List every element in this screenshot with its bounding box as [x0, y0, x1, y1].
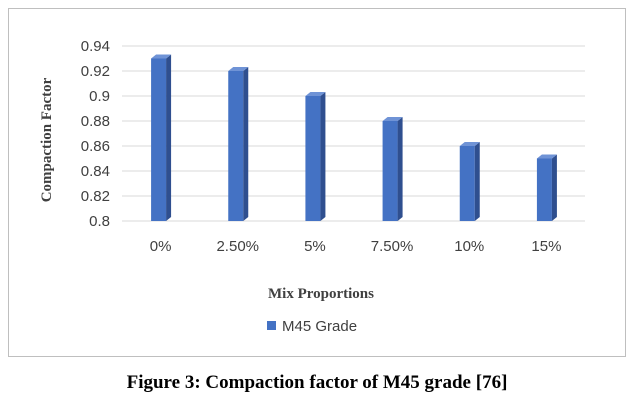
bar-top: [151, 54, 172, 59]
bar-top: [536, 154, 557, 159]
y-tick-label: 0.88: [81, 113, 110, 130]
y-tick-label: 0.86: [81, 138, 110, 155]
y-axis-ticks: 0.8 0.82 0.84 0.86 0.88 0.9 0.92 0.94: [81, 38, 110, 230]
bar: [459, 142, 480, 221]
y-tick-label: 0.9: [89, 88, 110, 105]
bar: [228, 67, 249, 221]
figure-caption: Figure 3: Compaction factor of M45 grade…: [126, 372, 508, 393]
x-tick-label: 10%: [454, 238, 484, 255]
legend-label: M45 Grade: [282, 318, 357, 335]
y-tick-label: 0.82: [81, 188, 110, 205]
bar-top: [382, 117, 403, 121]
bar-side: [243, 67, 249, 221]
y-tick-label: 0.8: [89, 213, 110, 230]
bar-side: [551, 154, 557, 221]
bar-front: [536, 158, 552, 221]
bar: [536, 154, 557, 221]
x-tick-label: 0%: [150, 238, 172, 255]
bar-side: [166, 54, 172, 221]
bars: [151, 54, 557, 221]
legend: M45 Grade: [267, 318, 357, 335]
y-axis-title: Compaction Factor: [39, 77, 55, 202]
bar-front: [305, 96, 321, 221]
legend-swatch: [267, 321, 276, 330]
bar-top: [228, 67, 249, 71]
x-tick-label: 7.50%: [371, 238, 414, 255]
bar-side: [474, 142, 480, 221]
bar-top: [305, 92, 326, 96]
bar-top: [459, 142, 480, 146]
bar: [382, 117, 403, 221]
x-axis-ticks: 0% 2.50% 5% 7.50% 10% 15%: [150, 238, 562, 255]
bar-front: [382, 121, 398, 221]
bar: [305, 92, 326, 221]
y-tick-label: 0.94: [81, 38, 110, 55]
bar: [151, 54, 172, 221]
x-axis-title: Mix Proportions: [268, 286, 374, 302]
x-tick-label: 5%: [304, 238, 326, 255]
bar-front: [151, 58, 167, 221]
x-tick-label: 2.50%: [216, 238, 259, 255]
bar-side: [397, 117, 403, 221]
bar-front: [459, 146, 475, 221]
x-tick-label: 15%: [531, 238, 561, 255]
gridlines: [122, 45, 585, 222]
y-tick-label: 0.84: [81, 163, 110, 180]
bar-front: [228, 71, 244, 221]
y-tick-label: 0.92: [81, 63, 110, 80]
bar-side: [320, 92, 326, 221]
